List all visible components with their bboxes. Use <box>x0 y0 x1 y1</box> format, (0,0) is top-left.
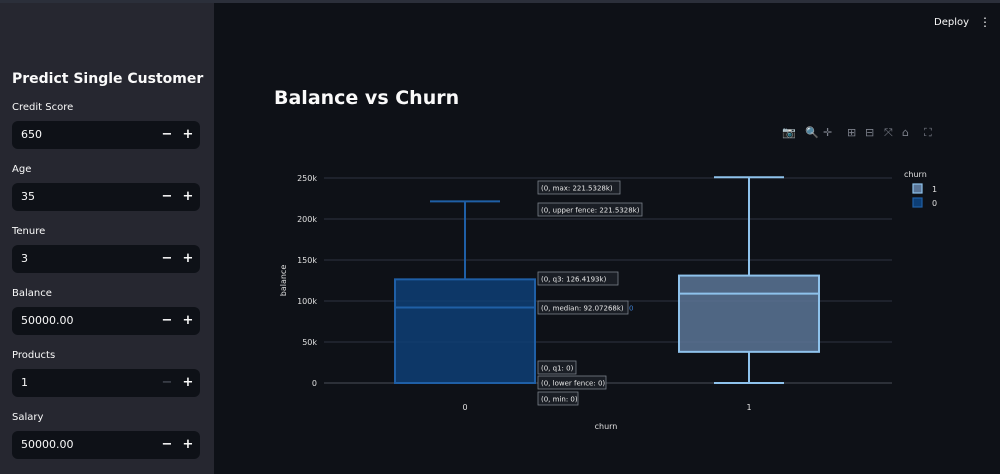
legend-label: 0 <box>932 199 937 208</box>
hover-label-text: (0, max: 221.5328k) <box>541 185 613 193</box>
salary-label: Salary <box>12 412 44 423</box>
hover-label-text: (0, upper fence: 221.5328k) <box>541 207 640 215</box>
tenure-label: Tenure <box>12 226 46 237</box>
sidebar-title: Predict Single Customer <box>12 71 204 87</box>
credit-score-decrement-button[interactable]: − <box>161 127 173 142</box>
autoscale-icon[interactable]: ⤧ <box>884 126 893 139</box>
hover-label-text: (0, min: 0) <box>541 396 578 404</box>
hover-label-box <box>537 300 629 315</box>
products-label: Products <box>12 350 56 361</box>
box-iqr <box>394 278 536 384</box>
fullscreen-icon[interactable]: ⛶ <box>924 126 932 139</box>
age-label: Age <box>12 164 32 175</box>
hover-label: (0, q1: 0) <box>537 360 577 375</box>
legend-title: churn <box>904 170 927 179</box>
legend-item[interactable]: 0 <box>912 197 937 208</box>
hover-label-text: (0, median: 92.07268k) <box>541 305 624 313</box>
tenure-value[interactable]: 3 <box>21 252 28 265</box>
credit-score-label: Credit Score <box>12 102 74 113</box>
box-trace-0[interactable] <box>394 200 536 384</box>
y-tick-label: 150k <box>297 256 317 265</box>
zoom-out-icon[interactable]: ⊟ <box>865 126 875 139</box>
products-increment-button[interactable]: + <box>182 375 194 390</box>
hover-label-text: (0, q1: 0) <box>541 365 574 373</box>
hover-label: (0, lower fence: 0) <box>537 375 607 390</box>
salary-value[interactable]: 50000.00 <box>21 438 74 451</box>
reset-axes-icon[interactable]: ⌂ <box>902 126 909 139</box>
y-tick-label: 200k <box>297 215 317 224</box>
deploy-button[interactable]: Deploy <box>934 17 970 28</box>
age-value[interactable]: 35 <box>21 190 35 203</box>
salary-input[interactable]: 50000.00 − + <box>12 431 200 459</box>
tenure-decrement-button[interactable]: − <box>161 251 173 266</box>
legend-item[interactable]: 1 <box>912 183 937 194</box>
box-iqr <box>678 274 820 353</box>
age-decrement-button[interactable]: − <box>161 189 173 204</box>
credit-score-increment-button[interactable]: + <box>182 127 194 142</box>
x-tick-label: 0 <box>462 403 467 412</box>
legend-label: 1 <box>932 185 937 194</box>
hover-label: (0, max: 221.5328k) <box>537 180 621 195</box>
products-input[interactable]: 1 − + <box>12 369 200 397</box>
hover-label: (0, min: 0) <box>537 391 579 406</box>
box-trace-1[interactable] <box>678 176 820 384</box>
sidebar: Predict Single Customer Credit Score 650… <box>0 3 214 474</box>
balance-label: Balance <box>12 288 52 299</box>
zoom-in-icon[interactable]: ⊞ <box>847 126 857 139</box>
hover-label: (0, median: 92.07268k) <box>537 300 629 315</box>
y-tick-label: 50k <box>302 338 317 347</box>
products-decrement-button[interactable]: − <box>161 375 173 390</box>
credit-score-value[interactable]: 650 <box>21 128 42 141</box>
top-border <box>0 0 1000 3</box>
hover-trace-tag: 0 <box>629 305 633 313</box>
age-input[interactable]: 35 − + <box>12 183 200 211</box>
page-title: Balance vs Churn <box>274 87 460 109</box>
box-plot: 0 50k 100k 150k 200k 250k 0 1 (0, max: 221.532… <box>279 170 937 431</box>
salary-decrement-button[interactable]: − <box>161 437 173 452</box>
hover-label-box <box>537 271 619 286</box>
y-tick-label: 100k <box>297 297 317 306</box>
y-tick-label: 250k <box>297 174 317 183</box>
x-axis-label: churn <box>595 422 618 431</box>
hover-label-box <box>537 375 607 390</box>
camera-icon[interactable]: 📷 <box>782 126 796 139</box>
y-tick-label: 0 <box>312 379 317 388</box>
y-axis-label: balance <box>279 265 288 297</box>
balance-decrement-button[interactable]: − <box>161 313 173 328</box>
balance-increment-button[interactable]: + <box>182 313 194 328</box>
products-value[interactable]: 1 <box>21 376 28 389</box>
hover-label-box <box>537 360 577 375</box>
balance-input[interactable]: 50000.00 − + <box>12 307 200 335</box>
pan-icon[interactable]: ✛ <box>823 126 833 139</box>
hover-label: (0, q3: 126.4193k) <box>537 271 619 286</box>
tenure-increment-button[interactable]: + <box>182 251 194 266</box>
hover-label-box <box>537 391 579 406</box>
x-tick-label: 1 <box>746 403 751 412</box>
hover-label: (0, upper fence: 221.5328k) <box>537 202 643 217</box>
credit-score-input[interactable]: 650 − + <box>12 121 200 149</box>
zoom-icon[interactable]: 🔍 <box>805 126 819 139</box>
main-menu-icon[interactable]: ⋮ <box>979 15 991 29</box>
hover-label-text: (0, q3: 126.4193k) <box>541 276 607 284</box>
tenure-input[interactable]: 3 − + <box>12 245 200 273</box>
salary-increment-button[interactable]: + <box>182 437 194 452</box>
hover-label-box <box>537 202 643 217</box>
balance-value[interactable]: 50000.00 <box>21 314 74 327</box>
hover-label-box <box>537 180 621 195</box>
legend-swatch <box>912 183 923 194</box>
hover-label-text: (0, lower fence: 0) <box>541 380 605 388</box>
legend-swatch <box>912 197 923 208</box>
age-increment-button[interactable]: + <box>182 189 194 204</box>
